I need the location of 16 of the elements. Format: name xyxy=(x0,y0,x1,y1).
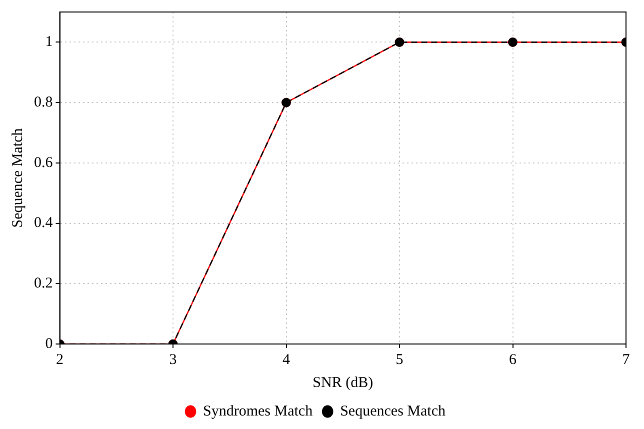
y-axis-title: Sequence Match xyxy=(10,128,26,228)
y-tick-label: 0.4 xyxy=(34,215,54,232)
x-tick-label: 3 xyxy=(169,352,177,368)
x-tick-label: 5 xyxy=(396,352,404,368)
y-tick-label: 0.6 xyxy=(34,154,54,171)
legend-label: Syndromes Match xyxy=(203,403,314,420)
y-tick-label: 1 xyxy=(45,34,53,50)
x-axis-title: SNR (dB) xyxy=(312,374,374,391)
x-tick-label: 6 xyxy=(509,352,517,368)
y-tick-label: 0 xyxy=(45,336,53,352)
legend-label: Sequences Match xyxy=(340,403,446,420)
y-tick-label: 0.2 xyxy=(34,276,53,292)
x-tick-label: 4 xyxy=(282,352,290,368)
x-tick-label: 7 xyxy=(622,352,630,368)
x-tick-label: 2 xyxy=(56,352,64,368)
y-tick-label: 0.8 xyxy=(34,94,53,110)
